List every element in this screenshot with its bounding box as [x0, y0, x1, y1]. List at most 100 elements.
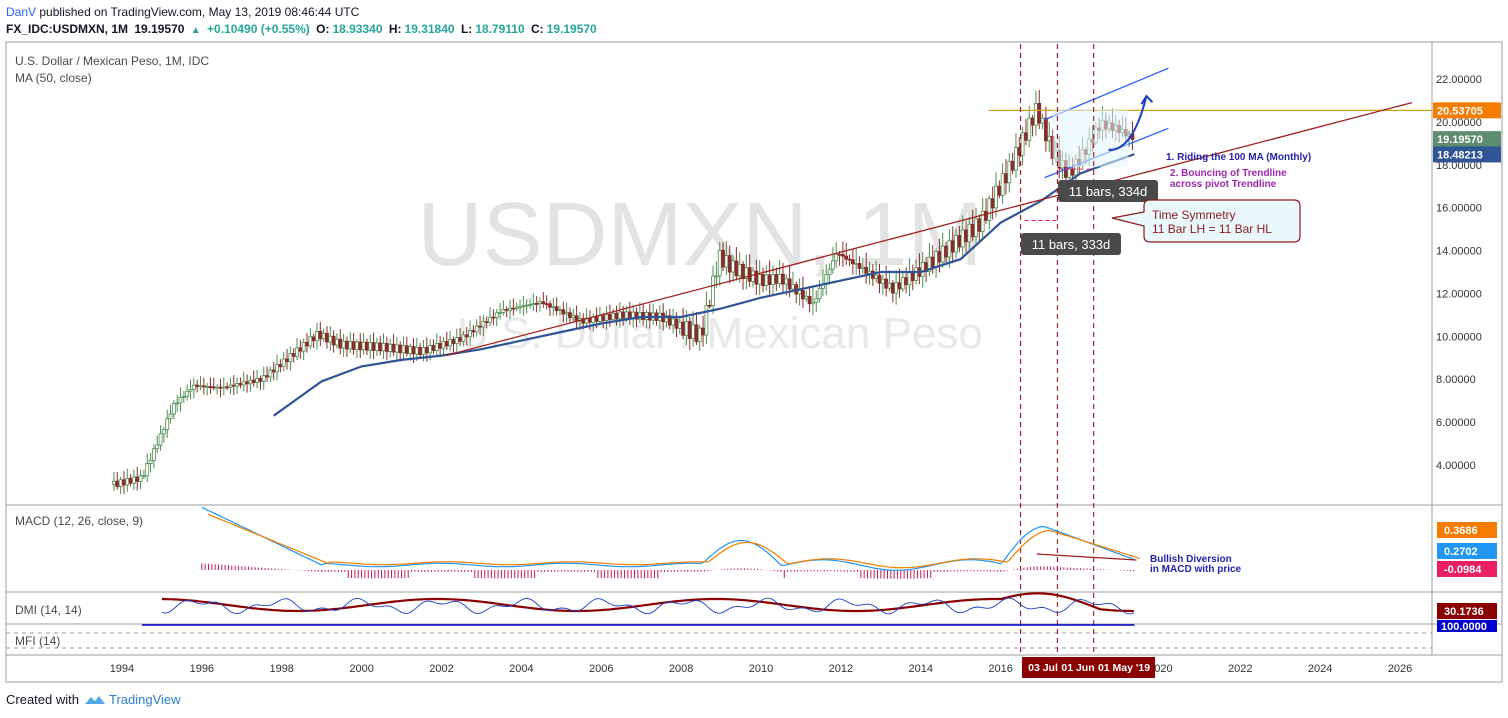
candle-body: [158, 433, 163, 446]
candle-body: [1037, 103, 1042, 124]
candle-body: [211, 386, 216, 389]
close-value: 19.19570: [546, 22, 597, 36]
candle-body: [781, 273, 785, 285]
candle-body: [221, 386, 226, 389]
macd-note-line1: Bullish Diversion: [1150, 554, 1232, 565]
candle-body: [155, 444, 160, 450]
price-badge-bg: [1433, 131, 1501, 148]
candle-body: [355, 341, 359, 350]
candle-body: [331, 335, 336, 346]
price-tick-label: 20.00000: [1436, 117, 1482, 129]
macd-note-line2: in MACD with price: [1150, 564, 1242, 575]
candle-body: [171, 403, 176, 415]
ma-legend: MA (50, close): [15, 71, 92, 85]
time-tick-label: 2004: [509, 663, 533, 675]
candle-body: [178, 397, 183, 404]
candle-body: [671, 318, 676, 326]
mfi-badge-bg: [1437, 620, 1497, 632]
candle-body: [777, 273, 782, 284]
candle-body: [268, 369, 273, 378]
candle-body: [168, 413, 173, 420]
candle-body: [278, 364, 283, 368]
tradingview-brand[interactable]: TradingView: [108, 692, 181, 707]
candle-body: [365, 341, 369, 351]
candle-body: [345, 340, 349, 350]
candle-body: [478, 325, 482, 328]
note-bouncing-line2: across pivot Trendline: [1170, 179, 1277, 190]
candle-body: [717, 249, 722, 277]
candle-body: [474, 325, 479, 333]
candle-body: [900, 277, 905, 290]
candle-body: [747, 267, 752, 282]
candle-body: [558, 309, 562, 312]
candle-body: [265, 375, 269, 378]
candle-body: [251, 379, 256, 383]
time-tick-label: 2026: [1388, 663, 1412, 675]
candle-body: [464, 334, 469, 338]
macd-badge: 0.2702: [1444, 546, 1478, 558]
macd-divergence-line[interactable]: [1036, 553, 1137, 561]
candle-body: [245, 381, 249, 385]
candle-body: [694, 324, 699, 343]
candle-body: [434, 343, 439, 351]
candle-body: [771, 274, 775, 285]
note-bouncing-line1: 2. Bouncing of Trendline: [1170, 168, 1287, 179]
candle-body: [801, 290, 805, 300]
candle-body: [391, 343, 396, 353]
candle-body: [198, 385, 203, 388]
candle-body: [880, 278, 885, 284]
candle-body: [255, 378, 259, 383]
candle-body: [741, 263, 745, 280]
candle-body: [611, 312, 616, 321]
bars-label-334d-bg: [1058, 180, 1158, 202]
candle-body: [554, 306, 559, 312]
candle-body: [321, 332, 326, 340]
pivot-trendline[interactable]: [445, 101, 1413, 357]
candle-body: [508, 307, 512, 311]
candle-body: [231, 384, 236, 387]
candle-body: [484, 321, 489, 324]
candle-body: [148, 460, 153, 464]
time-marker-label: 03 Jul: [1028, 662, 1058, 674]
mfi-title: MFI (14): [15, 634, 61, 648]
candle-body: [248, 379, 253, 385]
price-tick-label: 14.00000: [1436, 246, 1482, 258]
candle-body: [774, 274, 779, 284]
candle-body: [840, 254, 845, 257]
candle-body: [195, 384, 200, 387]
candle-body: [791, 284, 795, 290]
candle-body: [311, 336, 316, 342]
candle-body: [538, 301, 542, 304]
candle-body: [398, 344, 403, 354]
candle-body: [894, 282, 899, 294]
candle-body: [218, 386, 223, 389]
price-tick-label: 18.00000: [1436, 160, 1482, 172]
candle-body: [568, 312, 572, 318]
high-value: 19.31840: [404, 22, 455, 36]
pane-title: U.S. Dollar / Mexican Peso, 1M, IDC: [15, 54, 210, 68]
candle-body: [404, 345, 409, 354]
candle-body: [228, 384, 233, 388]
candle-body: [424, 347, 429, 354]
candle-body: [724, 255, 729, 268]
projection-arrow[interactable]: [1108, 95, 1148, 151]
candle-body: [910, 272, 915, 281]
candle-body: [564, 312, 569, 315]
time-symmetry-callout[interactable]: [1111, 199, 1301, 243]
candle-body: [594, 316, 599, 322]
candle-body: [408, 346, 413, 354]
candle-body: [118, 479, 123, 488]
candle-body: [494, 312, 499, 318]
macd-badge-bg: [1437, 561, 1497, 577]
range-highlight-box: [1052, 109, 1129, 167]
candle-body: [907, 272, 912, 286]
candle-body: [498, 312, 502, 314]
candle-body: [175, 402, 180, 405]
arrow-head-icon: [1140, 94, 1154, 105]
author-link[interactable]: DanV: [6, 5, 37, 19]
candle-body: [677, 321, 682, 329]
ma-line: [273, 153, 1135, 417]
candle-body: [830, 260, 835, 270]
price-tick-label: 8.00000: [1436, 374, 1476, 386]
